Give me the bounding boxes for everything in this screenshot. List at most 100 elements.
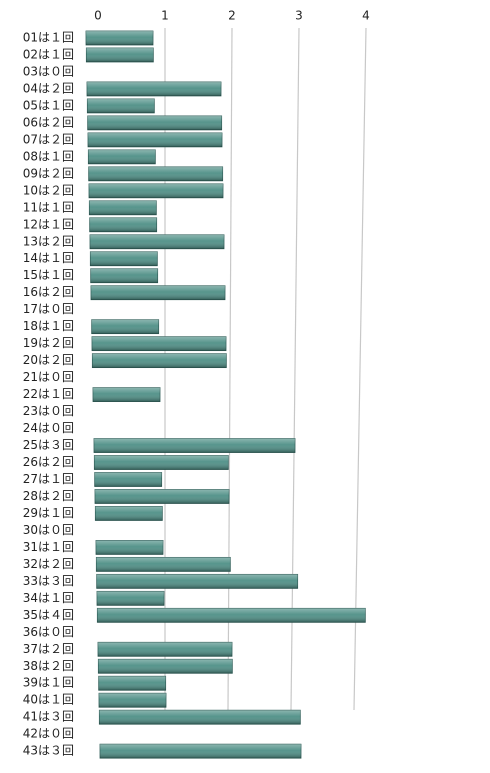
bar-shine xyxy=(98,642,232,657)
bar-group xyxy=(97,641,233,657)
y-tick-label: 33は３回 xyxy=(23,574,74,588)
y-tick-label: 30は０回 xyxy=(23,523,74,537)
x-tick-label: 2 xyxy=(228,9,236,23)
bar-group xyxy=(85,47,154,63)
bar-group xyxy=(93,455,229,470)
bar-shine xyxy=(98,676,166,691)
bar-shine xyxy=(86,31,153,45)
y-tick-label: 27は１回 xyxy=(23,472,74,486)
grid-line xyxy=(227,27,233,711)
bar-group xyxy=(91,319,160,335)
bar-shine xyxy=(91,319,159,334)
y-tick-label: 24は０回 xyxy=(23,421,74,435)
bar-group xyxy=(98,709,301,725)
bar-group xyxy=(89,234,225,250)
bar-shine xyxy=(94,455,229,470)
y-tick-label: 21は０回 xyxy=(23,370,74,384)
y-tick-label: 22は１回 xyxy=(23,387,74,401)
bar-group xyxy=(91,336,227,352)
bar-shine xyxy=(100,744,301,759)
y-tick-label: 26は２回 xyxy=(23,455,74,469)
bar-shine xyxy=(87,81,221,96)
y-tick-label: 40は１回 xyxy=(23,693,74,707)
bar-group xyxy=(86,81,222,97)
y-tick-label: 17は０回 xyxy=(23,302,74,316)
x-tick-label: 3 xyxy=(295,9,303,23)
bar-group xyxy=(95,540,164,555)
bar-group xyxy=(97,658,233,674)
bar-shine xyxy=(97,608,366,623)
bar-shine xyxy=(90,234,224,249)
bar-shine xyxy=(90,268,158,283)
bar-group xyxy=(98,692,167,708)
y-tick-label: 41は３回 xyxy=(23,710,74,724)
y-tick-label: 36は０回 xyxy=(23,625,74,639)
y-tick-label: 20は２回 xyxy=(23,353,74,367)
bar-group xyxy=(96,573,299,589)
bar-group xyxy=(86,98,155,114)
bar-group xyxy=(89,217,158,233)
bar-shine xyxy=(89,200,157,215)
y-tick-label: 04は２回 xyxy=(23,81,74,95)
y-tick-label: 10は２回 xyxy=(23,183,74,197)
bar-shine xyxy=(95,489,229,504)
bar-group xyxy=(95,556,231,572)
y-tick-label: 28は２回 xyxy=(23,489,74,503)
y-tick-label: 29は１回 xyxy=(23,506,74,520)
bar-group xyxy=(90,268,159,284)
y-tick-label: 25は３回 xyxy=(23,438,74,452)
y-tick-label: 15は１回 xyxy=(23,268,74,282)
bar-group xyxy=(89,251,158,267)
y-tick-label: 13は２回 xyxy=(23,234,74,248)
y-tick-label: 01は１回 xyxy=(23,31,74,45)
grid xyxy=(164,27,367,711)
bar-shine xyxy=(94,438,295,453)
y-tick-label: 39は１回 xyxy=(23,676,74,690)
y-tick-label: 23は０回 xyxy=(23,404,74,418)
bar-group xyxy=(85,30,154,46)
y-tick-label: 35は４回 xyxy=(23,608,74,622)
y-tick-label: 09は２回 xyxy=(23,166,74,180)
bar-shine xyxy=(96,574,298,589)
bar-shine xyxy=(95,506,163,521)
y-tick-label: 16は２回 xyxy=(23,285,74,299)
y-tick-label: 11は１回 xyxy=(23,200,74,214)
bar-group xyxy=(88,166,224,182)
bar-shine xyxy=(89,183,223,198)
bar-shine xyxy=(90,251,158,266)
bars xyxy=(85,30,366,759)
bar-shine xyxy=(87,115,222,130)
y-tick-label: 07は２回 xyxy=(23,132,74,146)
y-tick-label: 34は１回 xyxy=(23,591,74,605)
bar-shine xyxy=(89,217,157,232)
y-tick-label: 06は２回 xyxy=(23,115,74,129)
bar-group xyxy=(94,489,230,504)
bar-group xyxy=(90,285,226,301)
y-tick-label: 05は１回 xyxy=(23,98,74,112)
bar-shine xyxy=(96,540,163,555)
bar-shine xyxy=(99,710,301,725)
bar-group xyxy=(96,607,366,623)
bar-group xyxy=(94,506,163,521)
y-tick-label: 14は１回 xyxy=(23,251,74,265)
bar-shine xyxy=(94,472,162,487)
bar-shine xyxy=(96,557,231,572)
y-tick-label: 03は０回 xyxy=(23,64,74,78)
bar-shine xyxy=(87,98,155,113)
bar-group xyxy=(93,438,296,453)
bar-group xyxy=(94,472,163,487)
bar-shine xyxy=(88,132,222,147)
bar-group xyxy=(87,115,223,131)
y-tick-label: 37は２回 xyxy=(23,642,74,656)
y-tick-label: 31は１回 xyxy=(23,540,74,554)
bar-group xyxy=(87,149,156,165)
bar-group xyxy=(92,387,161,402)
bar-shine xyxy=(92,336,226,351)
bar-shine xyxy=(92,353,227,368)
x-tick-label: 4 xyxy=(362,9,370,23)
bar-shine xyxy=(98,659,233,674)
bar-group xyxy=(91,353,227,369)
grid-line xyxy=(353,27,367,711)
y-tick-label: 02は１回 xyxy=(23,47,74,61)
